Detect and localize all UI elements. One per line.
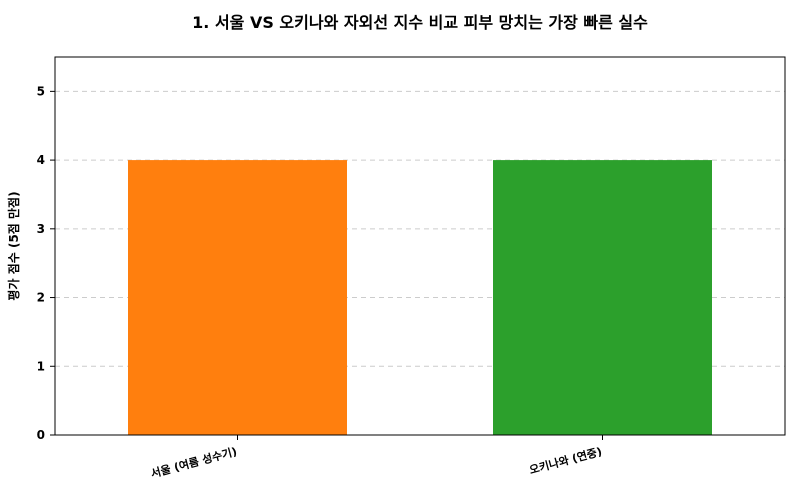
y-tick-label: 2 [37, 291, 45, 305]
y-tick-label: 0 [37, 428, 45, 442]
x-tick-label: 서울 (여름 성수기) [149, 444, 238, 480]
y-axis: 0 1 2 3 4 5 [37, 84, 55, 442]
y-tick-label: 5 [37, 84, 45, 98]
bar [128, 160, 347, 435]
y-tick-label: 3 [37, 222, 45, 236]
x-axis: 서울 (여름 성수기) 오키나와 (연중) [149, 435, 603, 481]
bar [493, 160, 712, 435]
chart-title: 1. 서울 VS 오키나와 자외선 지수 비교 피부 망치는 가장 빠른 실수 [192, 13, 648, 32]
y-axis-label: 평가 점수 (5점 만점) [6, 191, 21, 300]
y-tick-label: 4 [37, 153, 45, 167]
y-tick-label: 1 [37, 359, 45, 373]
bars [128, 160, 712, 435]
plot-frame [54, 56, 786, 436]
x-tick-label: 오키나와 (연중) [528, 444, 604, 477]
